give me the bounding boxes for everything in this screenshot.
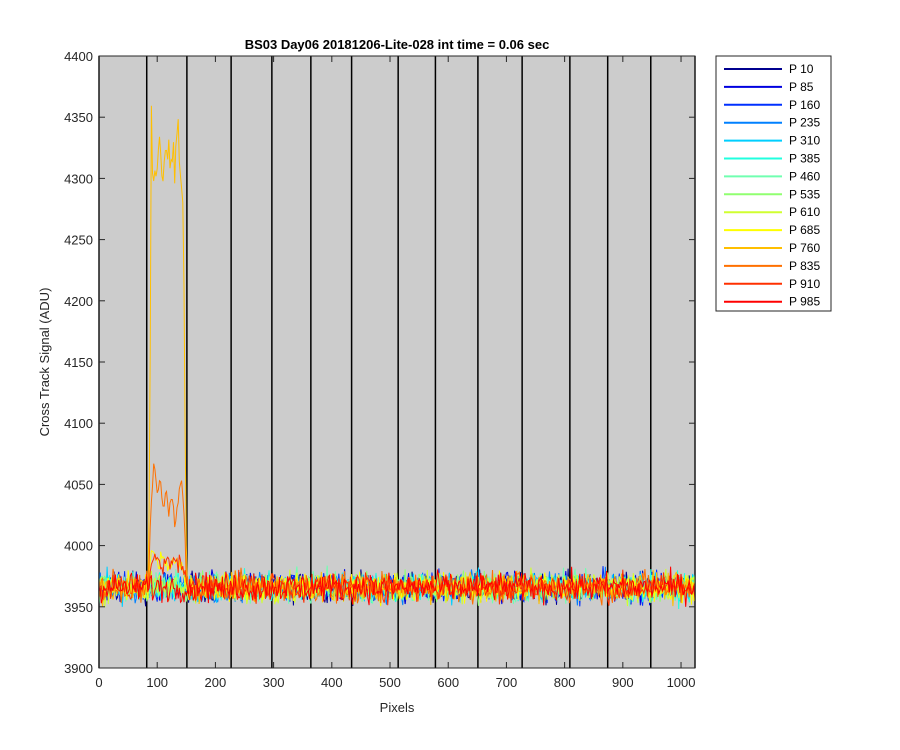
- legend-label: P 835: [789, 259, 820, 273]
- y-tick-label: 4150: [64, 355, 93, 370]
- legend-label: P 385: [789, 152, 820, 166]
- legend-box: [715, 55, 832, 312]
- x-tick-label: 600: [437, 675, 459, 690]
- y-tick-label: 4200: [64, 294, 93, 309]
- y-tick-label: 4350: [64, 110, 93, 125]
- legend-label: P 160: [789, 98, 820, 112]
- x-tick-label: 500: [379, 675, 401, 690]
- legend-label: P 685: [789, 223, 820, 237]
- y-tick-label: 4100: [64, 416, 93, 431]
- legend-label: P 910: [789, 277, 820, 291]
- x-tick-label: 100: [146, 675, 168, 690]
- x-tick-label: 700: [496, 675, 518, 690]
- y-tick-label: 4400: [64, 49, 93, 64]
- y-tick-label: 3950: [64, 600, 93, 615]
- x-tick-label: 900: [612, 675, 634, 690]
- x-tick-label: 200: [205, 675, 227, 690]
- legend-label: P 310: [789, 134, 820, 148]
- legend-label: P 10: [789, 62, 814, 76]
- x-axis-label: Pixels: [380, 700, 415, 715]
- y-tick-label: 4050: [64, 477, 93, 492]
- legend-label: P 460: [789, 169, 820, 183]
- y-tick-label: 4300: [64, 171, 93, 186]
- legend-label: P 535: [789, 187, 820, 201]
- chart-title: BS03 Day06 20181206-Lite-028 int time = …: [245, 37, 550, 52]
- y-tick-label: 4250: [64, 233, 93, 248]
- legend-label: P 85: [789, 80, 814, 94]
- series-line: [99, 566, 695, 607]
- y-axis-ticks: 3900 3950 4000 4050 4100 4150 4200 4250 4300 4350…: [64, 49, 695, 676]
- x-tick-label: 400: [321, 675, 343, 690]
- series-lines: [99, 105, 695, 610]
- y-tick-label: 3900: [64, 661, 93, 676]
- x-tick-label: 800: [554, 675, 576, 690]
- legend: P 10 P 85 P 160 P 235 P 310 P 385 P 460 P 535 P …: [715, 55, 832, 312]
- x-tick-label: 300: [263, 675, 285, 690]
- legend-label: P 985: [789, 295, 820, 309]
- legend-label: P 610: [789, 205, 820, 219]
- y-tick-label: 4000: [64, 539, 93, 554]
- x-tick-label: 1000: [667, 675, 696, 690]
- x-tick-label: 0: [95, 675, 102, 690]
- legend-label: P 235: [789, 116, 820, 130]
- legend-label: P 760: [789, 241, 820, 255]
- y-axis-label: Cross Track Signal (ADU): [37, 288, 52, 437]
- plot-background: [99, 56, 695, 668]
- x-axis-ticks: 0 100 200 300 400 500 600 700 800 900 1000: [95, 56, 695, 690]
